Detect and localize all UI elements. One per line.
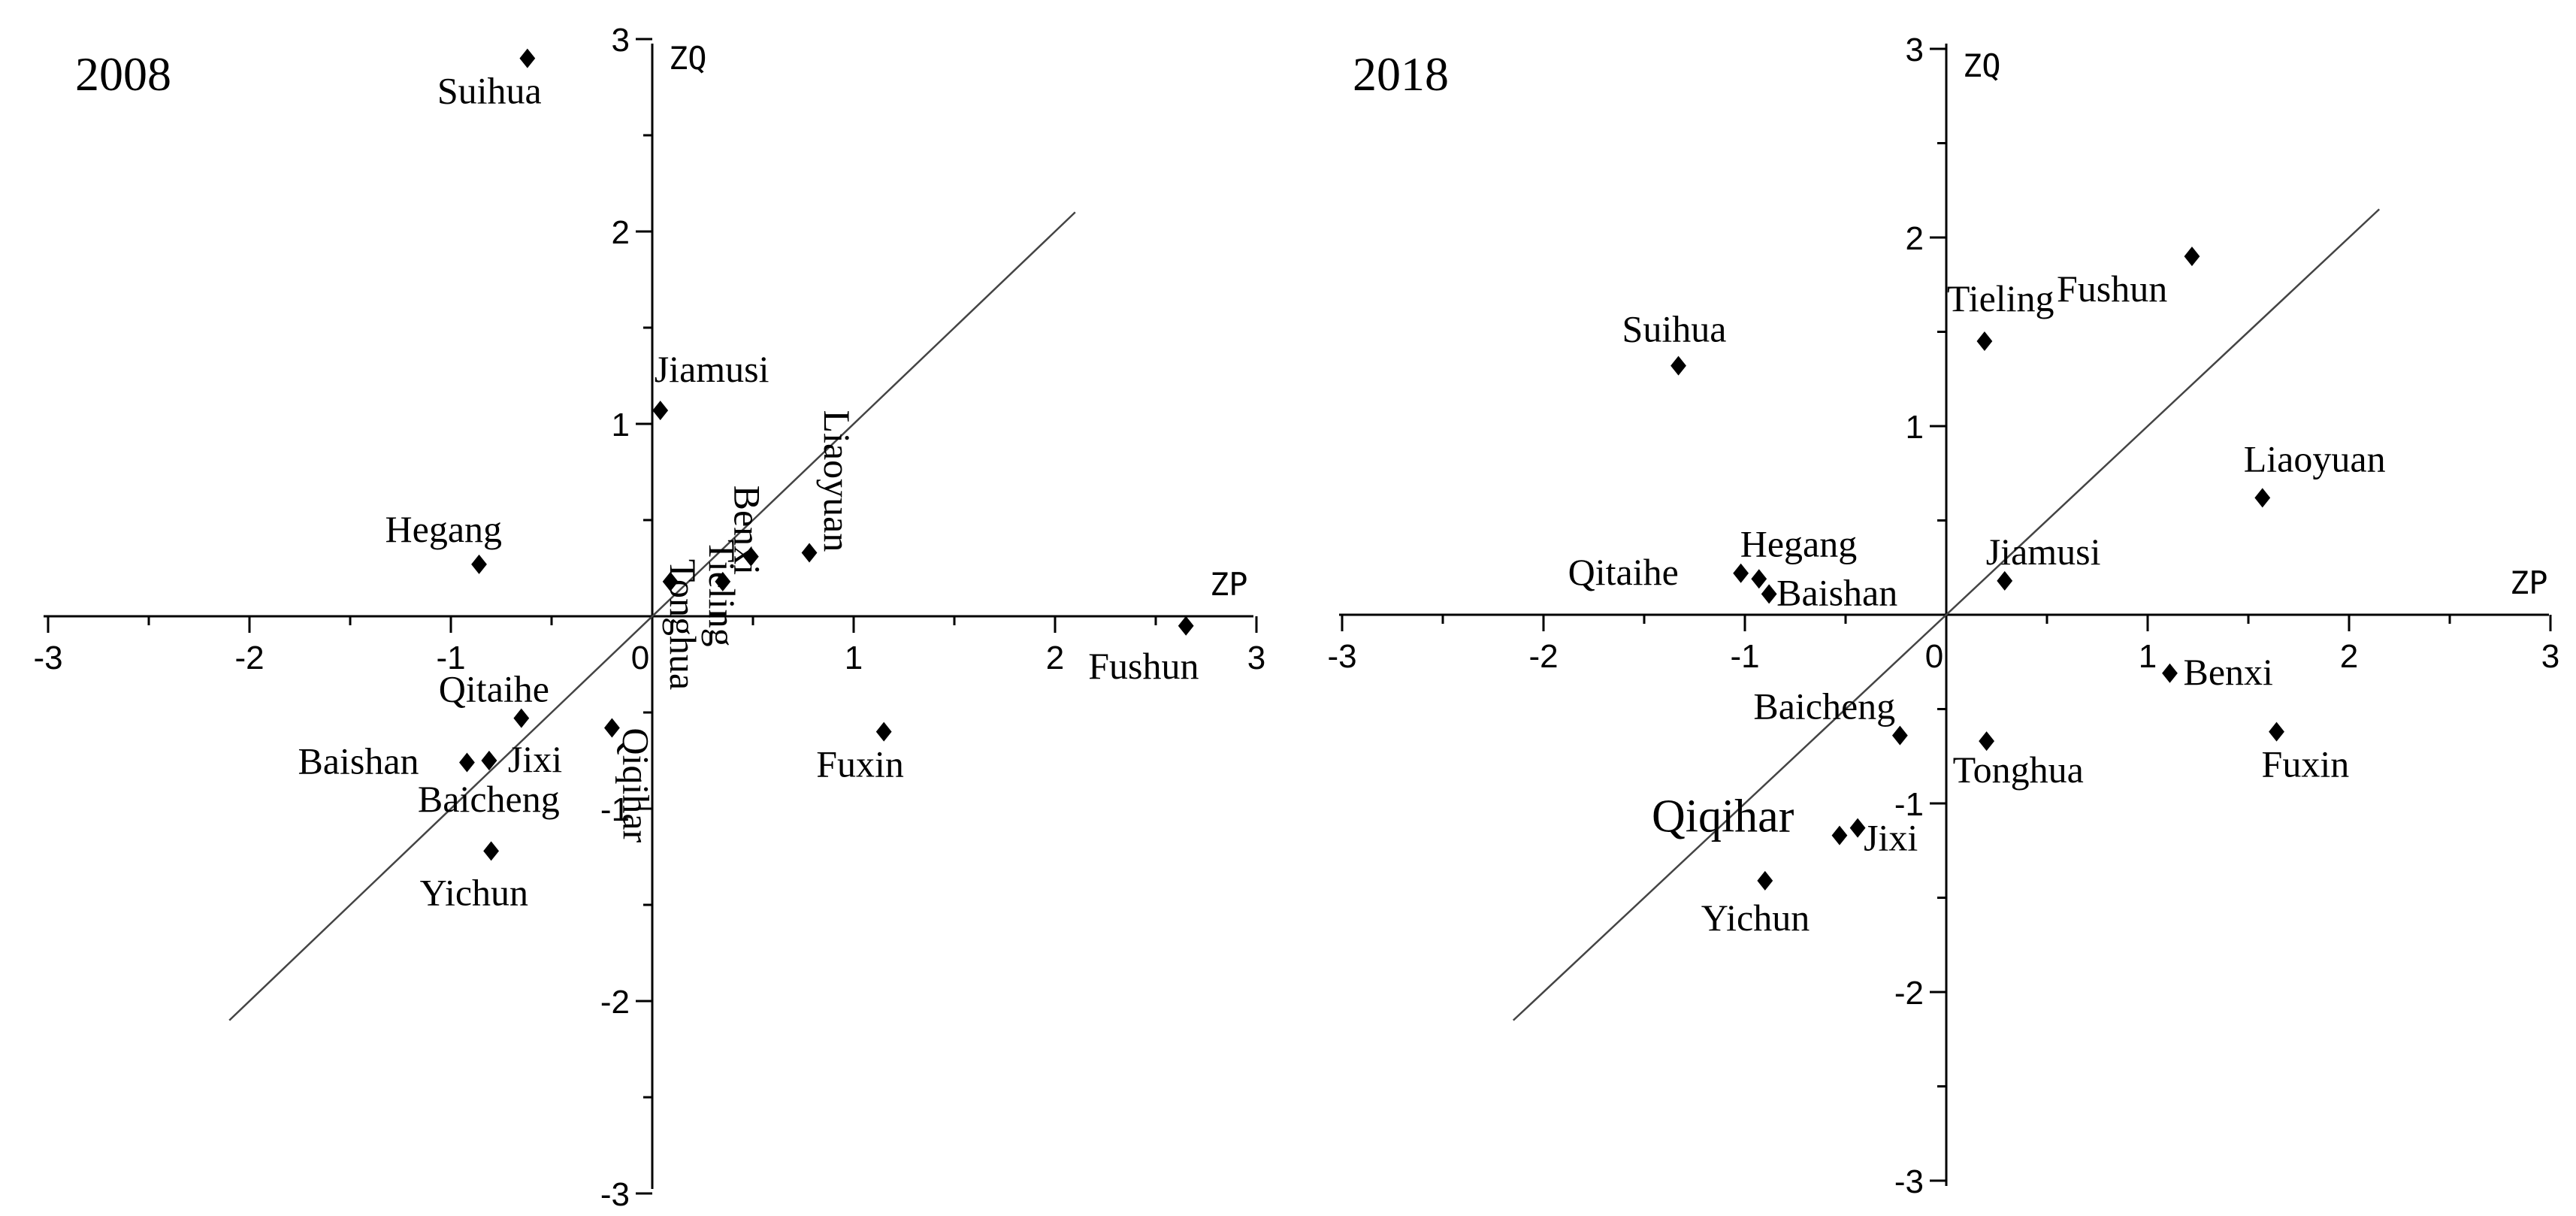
chart-panel-2008: 2008 -3 -2 -1 0 1 2 3 3 2 1 -1 -2 -3 ZP ZQ Suihua Jiamusi… — [33, 22, 1265, 1213]
point-label-jixi: Jixi — [1864, 817, 1918, 859]
point-marker-benxi — [742, 546, 759, 567]
point-label-yichun: Yichun — [420, 871, 528, 913]
point-label-tonghua: Tonghua — [1953, 749, 2084, 791]
point-marker-tieling — [1976, 331, 1993, 352]
y-tick-label: -3 — [1894, 1163, 1924, 1200]
point-label-liaoyuan: Liaoyuan — [2244, 437, 2386, 479]
point-label-baicheng: Baicheng — [418, 778, 560, 820]
point-label-suihua: Suihua — [1622, 308, 1727, 350]
chart-panel-2018: 2018 -3 -2 -1 0 1 2 3 3 2 1 -1 -2 -3 ZP ZQ FushunTieling… — [1327, 32, 2559, 1200]
point-marker-suihua — [1670, 355, 1686, 376]
point-label-fuxin: Fuxin — [816, 743, 904, 785]
point-label-fuxin: Fuxin — [2262, 743, 2350, 785]
y-tick-label: -1 — [1894, 786, 1924, 823]
x-tick-label: 3 — [1247, 640, 1265, 676]
point-label-qitaihe: Qitaihe — [1568, 551, 1679, 593]
point-marker-suihua — [519, 48, 536, 68]
x-axis-name: ZP — [1210, 566, 1248, 603]
point-marker-tonghua — [1979, 731, 1994, 752]
point-marker-benxi — [2162, 663, 2178, 683]
y-axis-name: ZQ — [669, 40, 707, 77]
point-marker-fushun — [1178, 616, 1194, 636]
point-label-tieling: Tieling — [701, 540, 743, 647]
y-tick-label: -2 — [600, 984, 630, 1021]
y-tick-label: 1 — [612, 407, 630, 443]
x-tick-label: 0 — [631, 640, 649, 676]
point-label-jixi: Jixi — [508, 738, 562, 780]
point-label-yichun: Yichun — [1701, 897, 1810, 939]
point-marker-qitaihe — [1733, 563, 1749, 583]
point-marker-tieling — [715, 571, 731, 591]
point-marker-tonghua — [662, 571, 679, 591]
x-tick-label: 1 — [845, 640, 863, 676]
x-tick-label: 2 — [2340, 638, 2358, 675]
x-tick-label: -3 — [1327, 638, 1356, 675]
point-label-suihua: Suihua — [437, 70, 542, 112]
point-marker-qitaihe — [513, 708, 530, 728]
x-tick-label: 0 — [1925, 638, 1943, 675]
y-tick-label: 2 — [1906, 220, 1924, 257]
point-label-benxi: Benxi — [2183, 651, 2272, 693]
point-marker-jiamusi — [652, 401, 669, 421]
point-marker-fuxin — [875, 721, 892, 742]
x-tick-label: -3 — [33, 640, 62, 676]
x-tick-label: -1 — [436, 640, 465, 676]
x-tick-label: 2 — [1046, 640, 1064, 676]
point-label-qiqihar: Qiqihar — [615, 727, 657, 842]
y-tick-label: 1 — [1906, 409, 1924, 446]
point-marker-yichun — [483, 841, 499, 861]
point-label-baicheng: Baicheng — [1753, 685, 1895, 727]
point-marker-baishan — [459, 752, 475, 773]
point-marker-jiamusi — [1997, 570, 2013, 591]
point-marker-fushun — [2184, 247, 2200, 267]
x-tick-label: 1 — [2139, 638, 2157, 675]
y-tick-label: 3 — [612, 22, 630, 59]
reference-diagonal-line — [228, 211, 1076, 1021]
point-marker-qiqihar — [604, 718, 620, 738]
panel-title: 2008 — [75, 47, 171, 101]
point-marker-hegang — [1751, 569, 1767, 589]
point-marker-jixi — [1849, 818, 1866, 838]
point-label-jiamusi: Jiamusi — [655, 348, 769, 390]
point-marker-fuxin — [2269, 721, 2284, 742]
y-tick-label: 3 — [1906, 32, 1924, 68]
point-label-fushun: Fushun — [2057, 268, 2167, 310]
point-marker-liaoyuan — [2254, 488, 2271, 508]
point-label-tonghua: Tonghua — [662, 559, 704, 690]
point-marker-baicheng — [1891, 725, 1908, 746]
x-axis-name: ZP — [2510, 564, 2548, 601]
y-tick-label: -2 — [1894, 975, 1924, 1012]
x-tick-label: -2 — [1528, 638, 1558, 675]
point-marker-baicheng — [481, 751, 497, 770]
x-tick-label: -1 — [1730, 638, 1759, 675]
point-marker-hegang — [471, 554, 487, 574]
point-marker-yichun — [1757, 870, 1773, 891]
point-marker-qiqihar — [1831, 825, 1848, 845]
point-marker-liaoyuan — [801, 543, 818, 563]
point-label-tieling: Tieling — [1947, 277, 2054, 319]
reference-diagonal-line — [1512, 208, 2381, 1021]
point-label-fushun: Fushun — [1088, 645, 1199, 687]
panel-title: 2018 — [1353, 47, 1449, 101]
point-label-qiqihar: Qiqihar — [1652, 791, 1794, 842]
x-tick-label: -2 — [234, 640, 264, 676]
point-label-hegang: Hegang — [1740, 522, 1858, 564]
point-label-benxi: Benxi — [726, 485, 768, 575]
point-label-liaoyuan: Liaoyuan — [816, 410, 858, 552]
y-tick-label: 2 — [612, 214, 630, 251]
point-label-hegang: Hegang — [385, 508, 503, 550]
point-label-qitaihe: Qitaihe — [439, 668, 549, 710]
point-label-baishan: Baishan — [298, 740, 419, 782]
point-label-baishan: Baishan — [1776, 571, 1897, 613]
y-axis-name: ZQ — [1963, 47, 2001, 84]
y-tick-label: -3 — [600, 1176, 630, 1213]
y-tick-label: -1 — [600, 791, 630, 828]
point-label-jiamusi: Jiamusi — [1986, 531, 2101, 573]
x-tick-label: 3 — [2541, 638, 2559, 675]
point-marker-baishan — [1761, 584, 1777, 604]
